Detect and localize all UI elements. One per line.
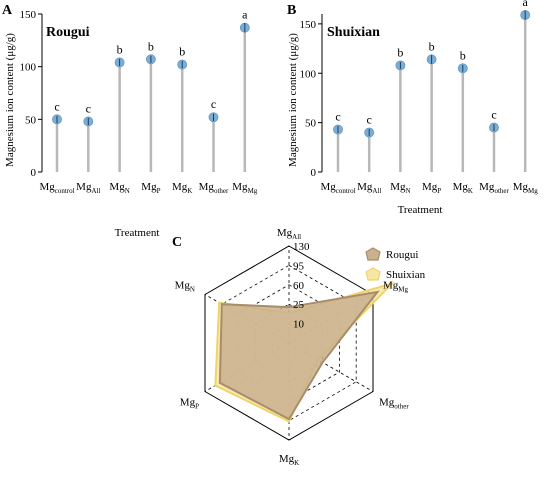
x-tick-label: MgAll	[357, 181, 381, 195]
chart-title-a: Rougui	[46, 25, 90, 40]
radar-tick-label: 130	[293, 241, 310, 253]
radar-axis-label: MgN	[175, 280, 195, 294]
x-tick-label: MgK	[453, 181, 473, 195]
points-b	[333, 10, 531, 138]
radar-axis-label: MgP	[180, 397, 199, 411]
y-tick-label: 0	[31, 167, 37, 179]
x-tick-label: MgP	[141, 181, 160, 195]
legend-swatch	[365, 247, 381, 261]
x-tick-label: Mgother	[199, 181, 229, 195]
y-axis-label-a: Magnesium ion content (μg/g)	[4, 33, 16, 167]
radar-tick-labels: 10 25 60 95 130	[293, 241, 310, 331]
significance-letter: b	[460, 48, 466, 62]
significance-letter: a	[523, 0, 529, 9]
points-a	[52, 22, 250, 127]
y-ticks-b: 0 50 100 150	[300, 19, 322, 179]
x-tick-label: MgAll	[76, 181, 100, 195]
x-tick-label: MgMg	[513, 181, 539, 195]
panel-a: A Rougui Magnesium ion content (μg/g) Tr…	[2, 3, 258, 239]
radar-axis-label: MgMg	[383, 280, 409, 294]
stems-a	[55, 27, 247, 172]
radar-tick-label: 60	[293, 280, 305, 292]
radar-tick-label: 25	[293, 299, 305, 311]
legend-label: Rougui	[386, 249, 418, 261]
letters-b: c c b b b c a	[335, 0, 529, 127]
x-axis-label-b: Treatment	[398, 204, 443, 216]
y-tick-label: 150	[20, 9, 37, 21]
y-tick-label: 100	[300, 68, 317, 80]
significance-letter: c	[211, 97, 216, 111]
radar-legend: Rougui Shuixian	[365, 247, 426, 281]
x-tick-label: MgP	[422, 181, 441, 195]
y-tick-label: 0	[311, 167, 317, 179]
x-tick-label: MgN	[109, 181, 129, 195]
significance-letter: c	[335, 110, 340, 124]
x-tick-label: MgN	[390, 181, 410, 195]
y-tick-label: 50	[305, 118, 317, 130]
radar-axis-label: MgAll	[277, 227, 301, 241]
significance-letter: b	[179, 45, 185, 59]
y-tick-label: 100	[20, 62, 37, 74]
significance-letter: c	[86, 101, 91, 115]
x-tick-label: Mgcontrol	[39, 181, 74, 195]
radar-spoke	[288, 342, 374, 392]
y-tick-label: 50	[25, 114, 37, 126]
radar-tick-label: 95	[293, 260, 305, 272]
significance-letter: b	[397, 45, 403, 59]
panel-b: B Shuixian Magnesium ion content (μg/g) …	[287, 0, 538, 216]
panel-label-c: C	[172, 235, 182, 250]
x-tick-label: Mgother	[479, 181, 509, 195]
x-tick-label: Mgcontrol	[320, 181, 355, 195]
stems-b	[336, 14, 527, 172]
y-tick-label: 150	[300, 19, 317, 31]
y-axis-label-b: Magnesium ion content (μg/g)	[287, 33, 299, 167]
significance-letter: b	[429, 39, 435, 53]
x-tick-labels-a: Mgcontrol MgAll MgN MgP MgK Mgother MgMg	[39, 181, 257, 195]
radar-axis-label: MgK	[279, 453, 299, 467]
legend-label: Shuixian	[386, 269, 426, 281]
panel-label-a: A	[2, 3, 13, 18]
x-tick-labels-b: Mgcontrol MgAll MgN MgP MgK Mgother MgMg	[320, 181, 538, 195]
radar-series-rougui	[218, 290, 380, 421]
chart-title-b: Shuixian	[327, 25, 380, 40]
y-ticks-a: 0 50 100 150	[20, 9, 42, 179]
significance-letter: c	[54, 99, 59, 113]
significance-letter: a	[242, 8, 248, 22]
significance-letter: b	[148, 39, 154, 53]
radar-tick-label: 10	[293, 319, 305, 331]
radar-axis-labels: MgAll MgMg Mgother MgK MgP MgN	[175, 227, 410, 467]
legend-swatch	[365, 267, 381, 281]
x-tick-label: MgMg	[232, 181, 258, 195]
letters-a: c c b b b c a	[54, 8, 248, 116]
significance-letter: c	[491, 108, 496, 122]
panel-label-b: B	[287, 3, 296, 18]
x-tick-label: MgK	[172, 181, 192, 195]
x-axis-label-a: Treatment	[115, 227, 160, 239]
radar-axis-label: Mgother	[379, 397, 409, 411]
significance-letter: b	[117, 42, 123, 56]
significance-letter: c	[367, 113, 372, 127]
radar-series	[214, 281, 396, 423]
